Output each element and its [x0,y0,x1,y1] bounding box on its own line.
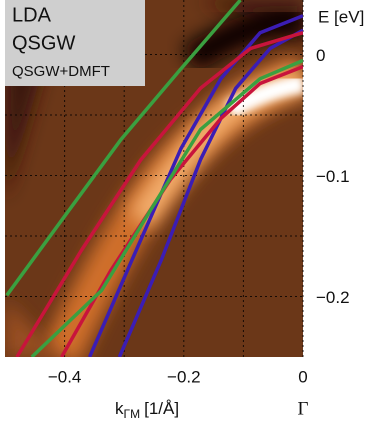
x-label-unit: [1/Å] [144,399,179,418]
legend-label: QSGW [12,32,75,54]
band-line [5,0,242,297]
y-tick-label: −0.2 [316,288,350,307]
legend: LDA QSGW QSGW+DMFT [12,4,110,80]
legend-box [5,0,145,86]
legend-label: QSGW+DMFT [12,63,110,80]
y-tick-label: 0 [316,46,325,65]
band-line [87,14,303,357]
band-line [30,58,303,357]
band-line [60,64,303,357]
bands [5,0,303,357]
x-tick-label: 0 [298,367,307,386]
x-label-main: k [115,399,124,418]
axes: 0 −0.1 −0.2 −0.4 −0.2 0 [48,46,350,387]
x-axis-label: kΓM [1/Å] [115,399,179,421]
x-tick-label: −0.2 [167,367,201,386]
legend-label: LDA [12,4,52,26]
gamma-label: Γ [298,398,309,419]
band-line [15,31,303,357]
x-tick-label: −0.4 [48,367,82,386]
y-axis-label: E [eV] [318,7,364,26]
x-label-sub: ΓM [124,407,141,421]
y-tick-label: −0.1 [316,167,350,186]
